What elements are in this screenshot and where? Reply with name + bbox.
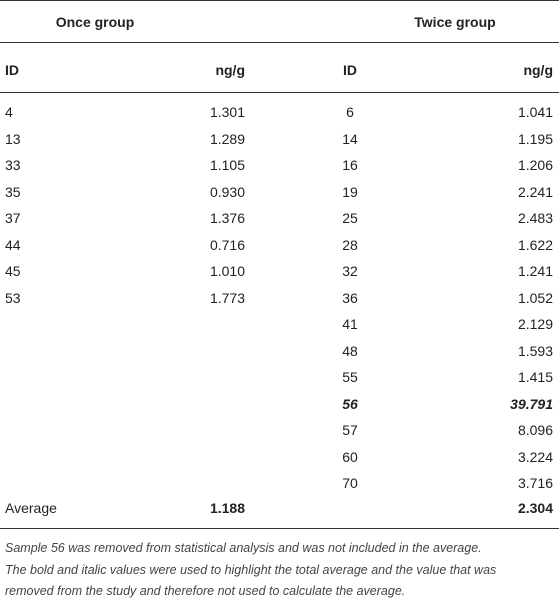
cell: 32 — [342, 263, 358, 279]
cell: 3.224 — [517, 448, 553, 465]
footnote: removed from the study and therefore not… — [5, 584, 406, 598]
cell: 4 — [5, 104, 13, 120]
cell: 2.483 — [517, 210, 553, 226]
cell: 45 — [5, 263, 21, 279]
rule — [0, 42, 559, 43]
cell: 25 — [342, 210, 358, 226]
cell: 60 — [342, 448, 358, 465]
average-value: 1.188 — [209, 500, 245, 516]
cell: 1.052 — [517, 289, 553, 306]
footnote: The bold and italic values were used to … — [5, 562, 497, 577]
cell: 2.241 — [517, 183, 553, 200]
cell: 33 — [5, 157, 21, 173]
column-header: ng/g — [215, 62, 245, 78]
cell: 1.206 — [517, 157, 553, 173]
column-header: ng/g — [523, 62, 553, 78]
cell: 55 — [342, 369, 358, 385]
cell: 39.791 — [510, 395, 553, 412]
cell: 6 — [346, 104, 354, 120]
cell: 13 — [5, 130, 21, 147]
cell: 53 — [5, 289, 21, 306]
cell: 44 — [5, 236, 21, 253]
cell: 8.096 — [517, 422, 553, 438]
cell: 48 — [342, 342, 358, 359]
cell: 37 — [5, 210, 21, 226]
cell: 1.241 — [517, 263, 553, 279]
cell: 1.195 — [517, 130, 553, 147]
cell: 14 — [342, 130, 358, 147]
cell: 1.593 — [517, 342, 553, 359]
cell: 1.415 — [517, 369, 553, 385]
cell: 1.041 — [517, 104, 553, 120]
rule — [0, 0, 559, 1]
cell: 57 — [342, 422, 358, 438]
cell: 35 — [5, 183, 21, 200]
cell: 1.105 — [209, 157, 245, 173]
cell: 1.289 — [209, 130, 245, 147]
cell: 3.716 — [517, 475, 553, 491]
cell: 28 — [342, 236, 358, 253]
rule — [0, 528, 559, 529]
average-label: Average — [5, 500, 57, 516]
cell: 2.129 — [517, 316, 553, 332]
cell: 16 — [342, 157, 358, 173]
rule — [0, 92, 559, 93]
cell: 19 — [342, 183, 358, 200]
column-header: ID — [5, 62, 19, 78]
cell: 56 — [342, 395, 358, 412]
cell: 0.930 — [209, 183, 245, 200]
cell: 36 — [342, 289, 358, 306]
group-header: Twice group — [414, 14, 496, 30]
group-header: Once group — [55, 14, 135, 30]
cell: 1.010 — [209, 263, 245, 279]
cell: 70 — [342, 475, 358, 491]
cell: 1.622 — [517, 236, 553, 253]
cell: 1.301 — [209, 104, 245, 120]
cell: 1.773 — [209, 289, 245, 306]
cell: 0.716 — [209, 236, 245, 253]
average-value: 2.304 — [517, 500, 553, 516]
footnote: Sample 56 was removed from statistical a… — [5, 541, 482, 555]
cell: 41 — [342, 316, 358, 332]
column-header: ID — [343, 62, 357, 78]
cell: 1.376 — [209, 210, 245, 226]
